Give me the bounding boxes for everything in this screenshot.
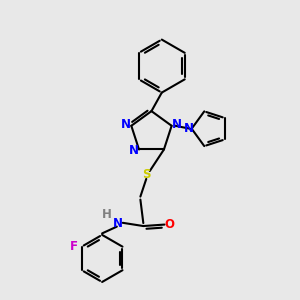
Text: O: O [165, 218, 175, 231]
Text: N: N [121, 118, 131, 131]
Text: H: H [102, 208, 112, 221]
Text: N: N [184, 122, 194, 135]
Text: F: F [70, 240, 77, 253]
Text: N: N [129, 144, 139, 157]
Text: N: N [172, 118, 182, 131]
Text: S: S [142, 168, 151, 181]
Text: N: N [113, 217, 123, 230]
